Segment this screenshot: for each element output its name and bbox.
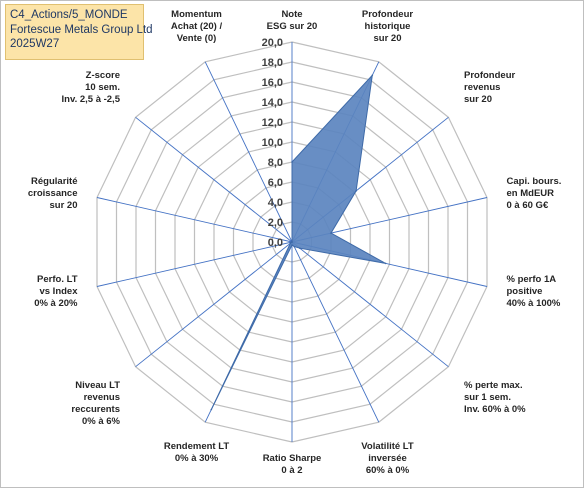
- axis-label-line: sur 20: [374, 33, 402, 44]
- axis-label-line: Profondeur: [362, 9, 413, 20]
- axis-label-line: Capi. bours.: [507, 176, 562, 187]
- axis-label: Rendement LT 0% à 30%: [164, 441, 229, 464]
- axis-label-line: Achat (20) /: [171, 21, 223, 32]
- axis-label: Volatilité LT inversée 60% à 0%: [361, 441, 414, 476]
- axis-label-line: Perfo. LT: [37, 274, 78, 285]
- axis-label-line: Volatilité LT: [361, 441, 414, 452]
- axis-label: Perfo. LT vs Index 0% à 20%: [34, 274, 78, 309]
- title-line-2: Fortescue Metals Group Ltd: [10, 23, 153, 36]
- axis-label-line: historique: [365, 21, 411, 32]
- data-point: [210, 408, 213, 411]
- axis-label-line: 0% à 20%: [34, 298, 78, 309]
- data-point: [299, 247, 301, 249]
- axis-label-line: Profondeur: [464, 70, 515, 81]
- axis-label-line: revenus: [84, 392, 120, 403]
- axis-label-line: 10 sem.: [85, 82, 120, 93]
- tick-label: 10,0: [262, 137, 283, 149]
- axis-label-line: Régularité: [31, 176, 77, 187]
- axis-label-line: ESG sur 20: [267, 21, 318, 32]
- axis-label-line: % perte max.: [464, 380, 523, 391]
- spoke: [204, 61, 293, 243]
- tick-label: 8,0: [268, 157, 283, 169]
- axis-label-line: 40% à 100%: [507, 298, 561, 309]
- axis-label-line: Ratio Sharpe: [263, 453, 322, 464]
- tick-label: 2,0: [268, 217, 283, 229]
- data-point: [291, 241, 293, 243]
- axis-label-line: 0% à 30%: [175, 453, 219, 464]
- tick-label: 20,0: [262, 37, 283, 49]
- spoke: [96, 197, 293, 243]
- axis-label: Niveau LT revenus reccurents 0% à 6%: [71, 380, 120, 427]
- axis-label: Z-score 10 sem. Inv. 2,5 à -2,5: [62, 70, 121, 105]
- axis-label-line: sur 20: [464, 94, 492, 105]
- axis-label-line: Vente (0): [177, 33, 217, 44]
- axis-label-line: % perfo 1A: [507, 274, 557, 285]
- data-point: [384, 262, 387, 265]
- tick-label: 18,0: [262, 57, 283, 69]
- axis-label-line: 0 à 2: [281, 465, 302, 476]
- axis-label-line: vs Index: [39, 286, 78, 297]
- tick-label: 12,0: [262, 117, 283, 129]
- title-box: C4_Actions/5_MONDE Fortescue Metals Grou…: [5, 4, 153, 60]
- spoke: [135, 116, 293, 243]
- axis-label-line: 0% à 6%: [82, 416, 121, 427]
- axis-label-line: 0 à 60 G€: [507, 200, 549, 211]
- axis-label-line: Momentum: [171, 9, 222, 20]
- axis-label-line: inversée: [368, 453, 407, 464]
- axis-label-line: Inv. 2,5 à -2,5: [62, 94, 121, 105]
- title-line-3: 2025W27: [10, 38, 60, 50]
- tick-label: 4,0: [268, 197, 283, 209]
- axis-label-line: Note: [281, 9, 302, 20]
- title-line-1: C4_Actions/5_MONDE: [10, 9, 128, 21]
- spoke: [291, 241, 380, 423]
- radial-tick-labels: 0,0 2,0 4,0 6,0 8,0 10,0 12,0 14,0 16,0 18,0 20,0: [262, 37, 283, 249]
- spoke: [135, 241, 293, 368]
- radar-series: [210, 73, 387, 411]
- axis-label-line: 60% à 0%: [366, 465, 410, 476]
- axis-label-line: reccurents: [71, 404, 120, 415]
- axis-label: % perfo 1A positive 40% à 100%: [507, 274, 561, 309]
- data-point: [371, 74, 374, 77]
- tick-label: 14,0: [262, 97, 283, 109]
- axis-label: Note ESG sur 20: [267, 9, 318, 32]
- axis-label-line: Z-score: [86, 70, 120, 81]
- axis-label: Profondeur revenus sur 20: [464, 70, 515, 105]
- axis-label-line: Rendement LT: [164, 441, 229, 452]
- axis-label-line: en MdEUR: [507, 188, 555, 199]
- axis-label-line: sur 1 sem.: [464, 392, 511, 403]
- axis-label: Capi. bours. en MdEUR 0 à 60 G€: [507, 176, 562, 211]
- axis-label: Momentum Achat (20) / Vente (0): [171, 9, 223, 44]
- axis-label-line: sur 20: [50, 200, 78, 211]
- data-point: [330, 232, 332, 234]
- axis-label-line: revenus: [464, 82, 500, 93]
- tick-label: 0,0: [268, 237, 283, 249]
- axis-label-line: positive: [507, 286, 543, 297]
- tick-label: 16,0: [262, 77, 283, 89]
- axis-label: Ratio Sharpe 0 à 2: [263, 453, 322, 476]
- data-point: [291, 244, 293, 246]
- axis-label-line: Inv. 60% à 0%: [464, 404, 526, 415]
- data-point: [291, 161, 293, 163]
- axis-label-line: croissance: [28, 188, 78, 199]
- tick-label: 6,0: [268, 177, 283, 189]
- axis-label: Profondeur historique sur 20: [362, 9, 413, 44]
- spoke: [96, 241, 293, 287]
- axis-label: Régularité croissance sur 20: [28, 176, 78, 211]
- axis-label-line: Niveau LT: [75, 380, 120, 391]
- spoke: [291, 241, 449, 368]
- data-point: [355, 190, 357, 192]
- data-point: [293, 245, 296, 248]
- series-area: [210, 73, 386, 410]
- axis-label: % perte max. sur 1 sem. Inv. 60% à 0%: [464, 380, 526, 415]
